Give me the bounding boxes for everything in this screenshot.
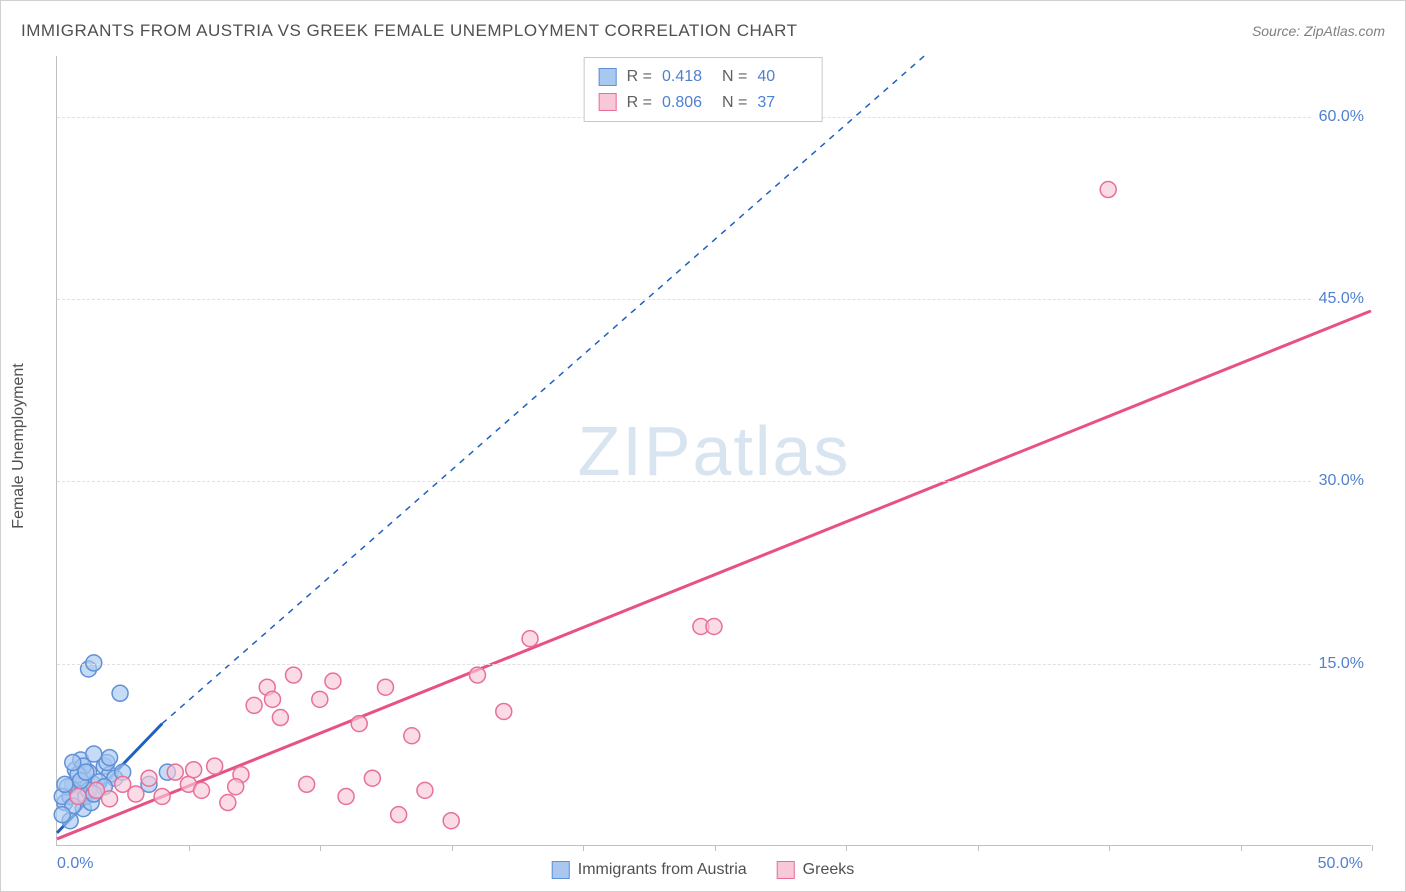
- xtick-mark: [715, 845, 716, 851]
- legend-stats: R = 0.418 N = 40 R = 0.806 N = 37: [584, 57, 823, 122]
- ytick-label: 60.0%: [1311, 106, 1372, 128]
- xtick-mark: [320, 845, 321, 851]
- legend-item-greeks: Greeks: [777, 861, 855, 879]
- n-val-greeks: 37: [757, 90, 807, 116]
- legend-bottom: Immigrants from Austria Greeks: [552, 861, 855, 879]
- ytick-label: 45.0%: [1311, 288, 1372, 310]
- n-label: N =: [722, 90, 747, 116]
- r-label: R =: [627, 90, 652, 116]
- swatch-austria-b: [552, 861, 570, 879]
- gridline-h: [57, 664, 1371, 665]
- xtick-mark: [1372, 845, 1373, 851]
- swatch-austria: [599, 68, 617, 86]
- xtick-mark: [189, 845, 190, 851]
- r-val-austria: 0.418: [662, 64, 712, 90]
- n-val-austria: 40: [757, 64, 807, 90]
- legend-label-austria: Immigrants from Austria: [578, 861, 747, 879]
- chart-container: IMMIGRANTS FROM AUSTRIA VS GREEK FEMALE …: [0, 0, 1406, 892]
- legend-row-greeks: R = 0.806 N = 37: [599, 90, 808, 116]
- xtick-mark: [1241, 845, 1242, 851]
- swatch-greeks: [599, 93, 617, 111]
- legend-item-austria: Immigrants from Austria: [552, 861, 747, 879]
- r-val-greeks: 0.806: [662, 90, 712, 116]
- x-origin-label: 0.0%: [57, 855, 93, 873]
- n-label: N =: [722, 64, 747, 90]
- xtick-mark: [846, 845, 847, 851]
- xtick-mark: [1109, 845, 1110, 851]
- xtick-mark: [583, 845, 584, 851]
- chart-svg: [57, 56, 1371, 845]
- r-label: R =: [627, 64, 652, 90]
- xtick-mark: [978, 845, 979, 851]
- source-label: Source: ZipAtlas.com: [1252, 23, 1385, 39]
- legend-row-austria: R = 0.418 N = 40: [599, 64, 808, 90]
- ytick-label: 15.0%: [1311, 653, 1372, 675]
- chart-title: IMMIGRANTS FROM AUSTRIA VS GREEK FEMALE …: [21, 21, 798, 41]
- gridline-h: [57, 299, 1371, 300]
- ytick-label: 30.0%: [1311, 470, 1372, 492]
- plot-area: ZIPatlas 0.0% 50.0% 15.0%30.0%45.0%60.0%: [56, 56, 1371, 846]
- xtick-mark: [452, 845, 453, 851]
- swatch-greeks-b: [777, 861, 795, 879]
- gridline-h: [57, 481, 1371, 482]
- x-end-label: 50.0%: [1318, 855, 1363, 873]
- y-axis-label: Female Unemployment: [10, 363, 28, 528]
- legend-label-greeks: Greeks: [803, 861, 855, 879]
